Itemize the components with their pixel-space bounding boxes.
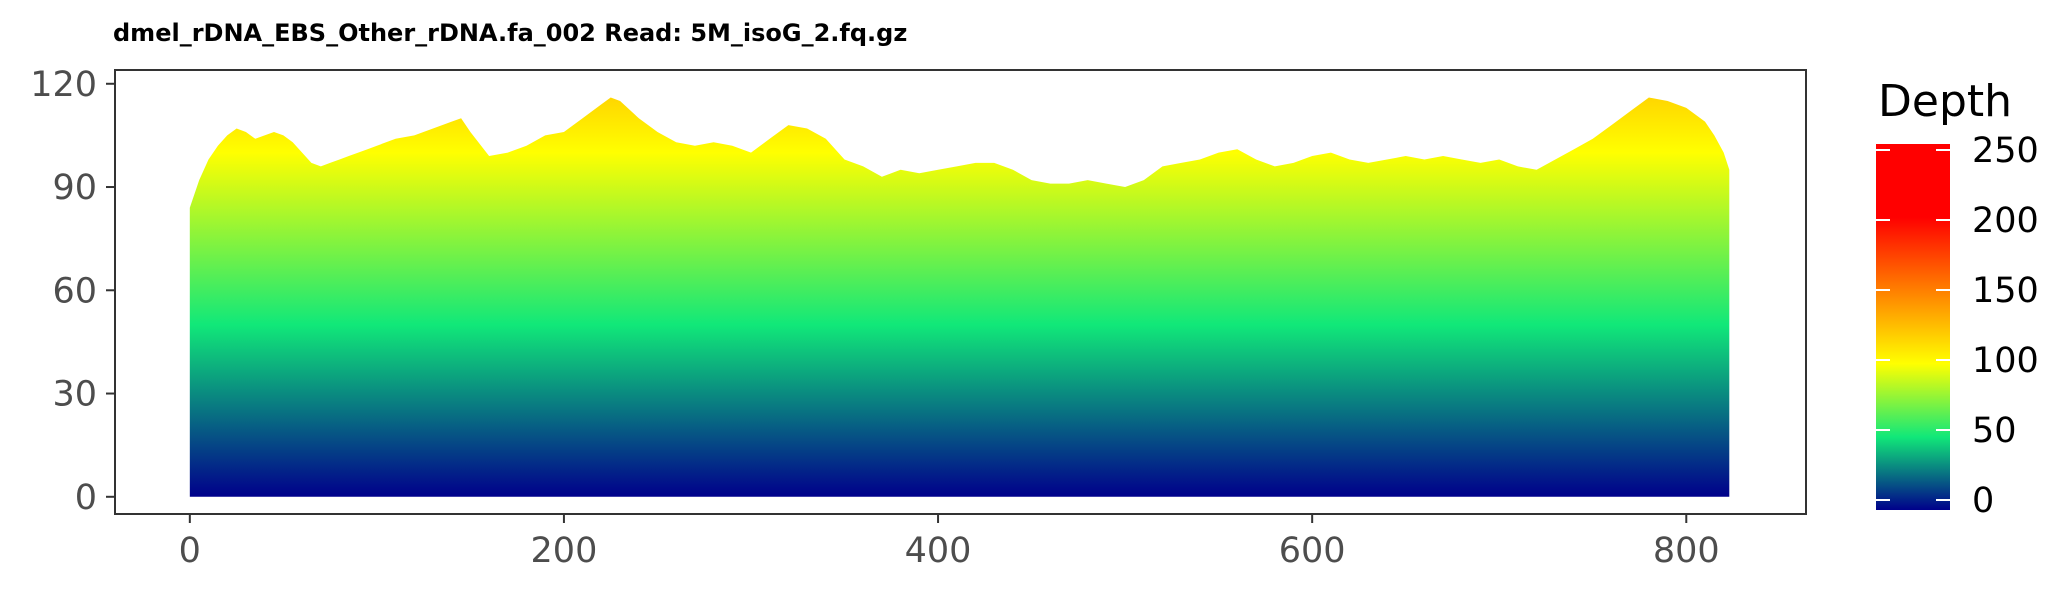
y-tick-label: 60 <box>52 271 97 311</box>
legend-tick-label: 100 <box>1972 341 2039 381</box>
y-tick-label: 90 <box>52 168 97 208</box>
legend-colorbar <box>1876 144 1950 510</box>
legend-title: Depth <box>1878 76 2012 127</box>
x-axis: 0 200 400 600 800 <box>179 514 1720 571</box>
legend-tick-label: 150 <box>1972 271 2039 311</box>
x-tick-label: 0 <box>179 531 201 571</box>
depth-legend: Depth 0 50 100 150 200 250 <box>1876 76 2039 521</box>
x-tick-label: 800 <box>1653 531 1720 571</box>
x-tick-label: 600 <box>1279 531 1346 571</box>
x-tick-label: 400 <box>905 531 972 571</box>
legend-tick-label: 200 <box>1972 201 2039 241</box>
y-tick-label: 120 <box>30 65 97 105</box>
y-axis: 0 30 60 90 120 <box>30 65 115 518</box>
y-tick-label: 0 <box>75 478 97 518</box>
plot-area <box>114 69 1807 515</box>
legend-tick-label: 0 <box>1972 481 1994 521</box>
legend-ticks: 0 50 100 150 200 250 <box>1876 131 2039 521</box>
y-tick-label: 30 <box>52 375 97 415</box>
chart-title: dmel_rDNA_EBS_Other_rDNA.fa_002 Read: 5M… <box>113 19 907 47</box>
x-tick-label: 200 <box>531 531 598 571</box>
plot-border <box>114 69 1807 515</box>
legend-tick-label: 250 <box>1972 131 2039 171</box>
legend-tick-label: 50 <box>1972 411 2017 451</box>
coverage-area <box>189 97 1730 497</box>
